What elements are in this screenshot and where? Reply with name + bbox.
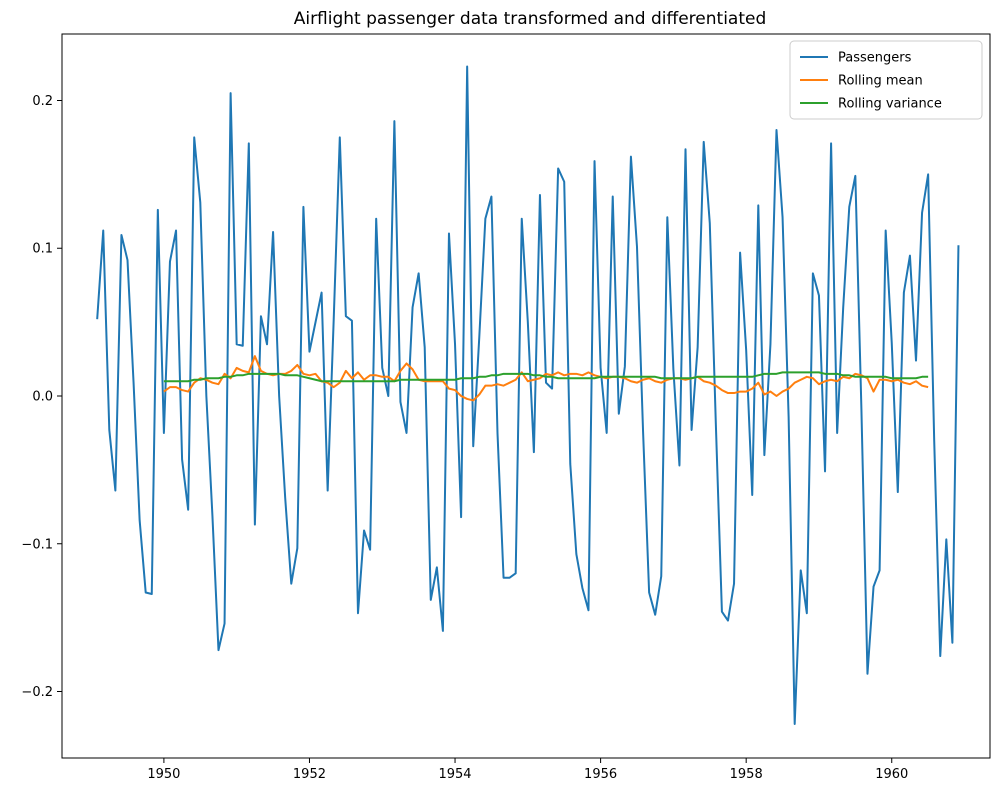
legend-label-rolling-variance: Rolling variance xyxy=(838,97,942,112)
series-line-rolling-variance xyxy=(163,371,929,383)
series-line-passengers xyxy=(96,65,960,726)
x-tick-label: 1956 xyxy=(584,767,617,782)
legend-label-rolling-mean: Rolling mean xyxy=(838,74,923,89)
x-tick-label: 1954 xyxy=(438,767,471,782)
series-line-rolling-mean xyxy=(163,355,929,402)
y-tick-label: 0.0 xyxy=(32,390,53,405)
series-layer xyxy=(96,65,960,726)
x-tick-label: 1952 xyxy=(293,767,326,782)
y-axis: −0.2 −0.1 0.0 0.1 0.2 xyxy=(21,94,62,700)
y-tick-label: 0.1 xyxy=(32,242,53,257)
y-tick-label: 0.2 xyxy=(32,94,53,109)
x-axis: 1950 1952 1954 1956 1958 1960 xyxy=(147,758,908,782)
x-tick-label: 1958 xyxy=(730,767,763,782)
legend: Passengers Rolling mean Rolling variance xyxy=(789,40,983,120)
x-tick-label: 1960 xyxy=(875,767,908,782)
x-tick-label: 1950 xyxy=(147,767,180,782)
plot-frame xyxy=(61,33,991,759)
legend-label-passengers: Passengers xyxy=(838,51,912,66)
y-tick-label: −0.1 xyxy=(21,537,53,552)
axes-layer xyxy=(61,33,991,759)
legend-box xyxy=(789,40,983,120)
y-tick-label: −0.2 xyxy=(21,685,53,700)
chart-title: Airflight passenger data transformed and… xyxy=(294,9,767,29)
